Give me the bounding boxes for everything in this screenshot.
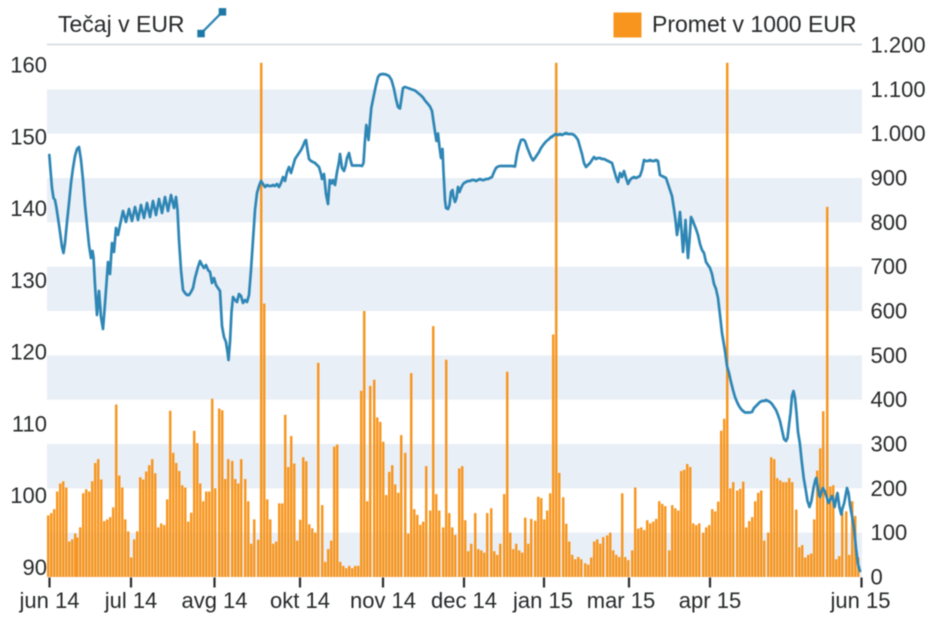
svg-text:400: 400 — [871, 387, 908, 412]
svg-text:900: 900 — [871, 166, 908, 191]
svg-text:mar 15: mar 15 — [587, 588, 655, 613]
svg-text:avg 14: avg 14 — [181, 588, 247, 613]
svg-text:100: 100 — [871, 520, 908, 545]
svg-text:600: 600 — [871, 299, 908, 324]
svg-text:300: 300 — [871, 432, 908, 457]
svg-text:150: 150 — [10, 124, 47, 149]
svg-text:jun 15: jun 15 — [830, 588, 891, 613]
svg-text:140: 140 — [10, 196, 47, 221]
svg-text:130: 130 — [10, 268, 47, 293]
svg-text:0: 0 — [871, 565, 883, 590]
svg-text:Tečaj v EUR: Tečaj v EUR — [58, 11, 185, 37]
svg-text:okt 14: okt 14 — [270, 588, 330, 613]
svg-text:jul 14: jul 14 — [104, 588, 158, 613]
svg-text:700: 700 — [871, 254, 908, 279]
svg-text:Promet v 1000 EUR: Promet v 1000 EUR — [652, 11, 857, 37]
svg-text:1.200: 1.200 — [871, 33, 926, 58]
svg-text:110: 110 — [12, 411, 47, 436]
svg-text:100: 100 — [10, 483, 47, 508]
svg-text:1.100: 1.100 — [871, 77, 926, 102]
svg-text:jun 14: jun 14 — [19, 588, 80, 613]
svg-text:dec 14: dec 14 — [431, 588, 497, 613]
svg-text:nov 14: nov 14 — [350, 588, 416, 613]
svg-text:800: 800 — [871, 210, 908, 235]
svg-text:1.000: 1.000 — [871, 121, 926, 146]
svg-text:160: 160 — [10, 53, 47, 78]
svg-text:90: 90 — [23, 555, 47, 580]
svg-text:500: 500 — [871, 343, 908, 368]
svg-text:200: 200 — [871, 476, 908, 501]
svg-text:apr 15: apr 15 — [679, 588, 741, 613]
svg-text:120: 120 — [10, 340, 47, 365]
svg-text:jan 15: jan 15 — [512, 588, 573, 613]
